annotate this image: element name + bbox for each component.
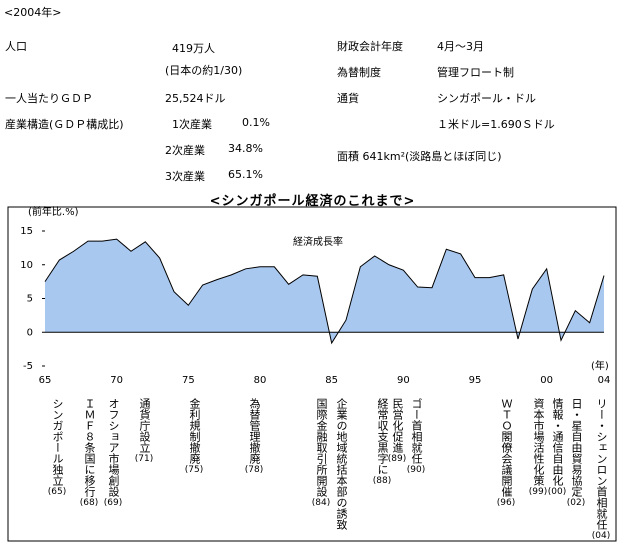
- y-tick-label: 5: [27, 294, 33, 305]
- event-year: (04): [591, 531, 611, 541]
- x-tick-label: 95: [469, 375, 482, 386]
- event: 資本市場活性化策 (99): [529, 398, 547, 497]
- event: 企業の地域統括本部の誘致: [332, 398, 350, 530]
- value: 管理フロート制: [437, 66, 514, 79]
- industry-name: 3次産業: [165, 170, 205, 183]
- event-year: (69): [103, 498, 123, 508]
- event-year: (84): [311, 498, 331, 508]
- value: 25,524ドル: [165, 92, 226, 105]
- event: 情報・通信自由化 (00): [548, 398, 566, 497]
- label: 通貨: [337, 92, 359, 105]
- event: ＩＭＦ８条国に移行 (68): [80, 398, 98, 508]
- event: リー・シェンロン首相就任 (04): [592, 398, 610, 541]
- x-tick-label: 85: [325, 375, 338, 386]
- event: ＷＴＯ閣僚会議開催 (96): [497, 398, 515, 508]
- event-text: ＩＭＦ８条国に移行: [83, 398, 96, 497]
- label: 為替制度: [337, 66, 381, 79]
- value: １米ドル=1.690Ｓドル: [437, 118, 555, 131]
- event-year: (96): [496, 498, 516, 508]
- y-tick-label: 10: [20, 260, 33, 271]
- industry-share: 0.1%: [242, 116, 270, 129]
- x-tick-label: 00: [540, 375, 553, 386]
- event-text: 資本市場活性化策: [532, 398, 545, 486]
- label: 財政会計年度: [337, 40, 403, 53]
- event-text: 日・星自由貿易協定: [570, 398, 583, 497]
- industry-share: 34.8%: [228, 142, 263, 155]
- event: 通貨庁設立 (71): [135, 398, 153, 464]
- value: 4月～3月: [437, 40, 484, 53]
- y-axis-label: (前年比.%): [28, 205, 79, 218]
- event: オフショア市場創設 (69): [104, 398, 122, 508]
- event-text: 為替管理撤廃: [248, 398, 261, 464]
- x-tick-label: 70: [110, 375, 123, 386]
- event: 経常収支黒字に (88): [373, 398, 391, 486]
- event-year: (02): [566, 498, 586, 508]
- chart-title: <シンガポール経済のこれまで>: [209, 194, 416, 209]
- event-year: (90): [406, 465, 426, 475]
- event-year: (68): [79, 498, 99, 508]
- line: [44, 238, 605, 345]
- event: ゴー首相就任 (90): [407, 398, 425, 475]
- chart-frame: [7, 206, 617, 542]
- label: 一人当たりＧＤＰ: [5, 92, 93, 105]
- x-tick-label: 90: [397, 375, 410, 386]
- area: [45, 239, 604, 344]
- event-text: 企業の地域統括本部の誘致: [335, 398, 348, 530]
- x-tick-label: 04: [598, 375, 611, 386]
- event-text: 国際金融取引所開設: [315, 398, 328, 497]
- event-year: (00): [547, 487, 567, 497]
- event-year: (71): [134, 454, 154, 464]
- x-tick-label: 75: [182, 375, 195, 386]
- value: 面積 641km²(淡路島とほぼ同じ): [337, 150, 502, 163]
- series-label: 経済成長率: [293, 235, 343, 248]
- value: 419万人: [172, 42, 215, 55]
- industry-name: 2次産業: [165, 144, 205, 157]
- event-text: 情報・通信自由化: [551, 398, 564, 486]
- event-text: リー・シェンロン首相就任: [595, 398, 608, 530]
- event-year: (65): [47, 487, 67, 497]
- event-text: オフショア市場創設: [107, 398, 120, 497]
- event: 金利規制撤廃 (75): [185, 398, 203, 475]
- event-year: (99): [528, 487, 548, 497]
- event: 国際金融取引所開設 (84): [312, 398, 330, 508]
- y-tick-label: 15: [20, 226, 33, 237]
- event: 為替管理撤廃 (78): [245, 398, 263, 475]
- industry-name: 1次産業: [172, 118, 212, 131]
- event-year: (89): [387, 454, 407, 464]
- y-tick-label: 0: [27, 327, 33, 338]
- event: 民営化促進 (89): [388, 398, 406, 464]
- event-year: (88): [372, 476, 392, 486]
- x-tick-label: 80: [254, 375, 267, 386]
- event-year: (75): [184, 465, 204, 475]
- y-tick-label: -5: [23, 361, 33, 372]
- event-text: 金利規制撤廃: [188, 398, 201, 464]
- x-tick-label: 65: [39, 375, 52, 386]
- event-text: シンガポール独立: [51, 398, 64, 486]
- event-text: 経常収支黒字に: [376, 398, 389, 475]
- event-text: 民営化促進: [391, 398, 404, 453]
- x-axis-label: (年): [591, 359, 609, 372]
- label: 産業構造(ＧＤＰ構成比): [5, 118, 124, 131]
- header: <2004年>: [4, 6, 62, 19]
- event-text: ＷＴＯ閣僚会議開催: [500, 398, 513, 497]
- industry-share: 65.1%: [228, 168, 263, 181]
- event-text: 通貨庁設立: [138, 398, 151, 453]
- value: シンガポール・ドル: [437, 92, 536, 105]
- event-text: ゴー首相就任: [410, 398, 423, 464]
- event: 日・星自由貿易協定 (02): [567, 398, 585, 508]
- value: (日本の約1/30): [165, 64, 243, 77]
- label: 人口: [5, 40, 27, 53]
- event-year: (78): [244, 465, 264, 475]
- event: シンガポール独立 (65): [48, 398, 66, 497]
